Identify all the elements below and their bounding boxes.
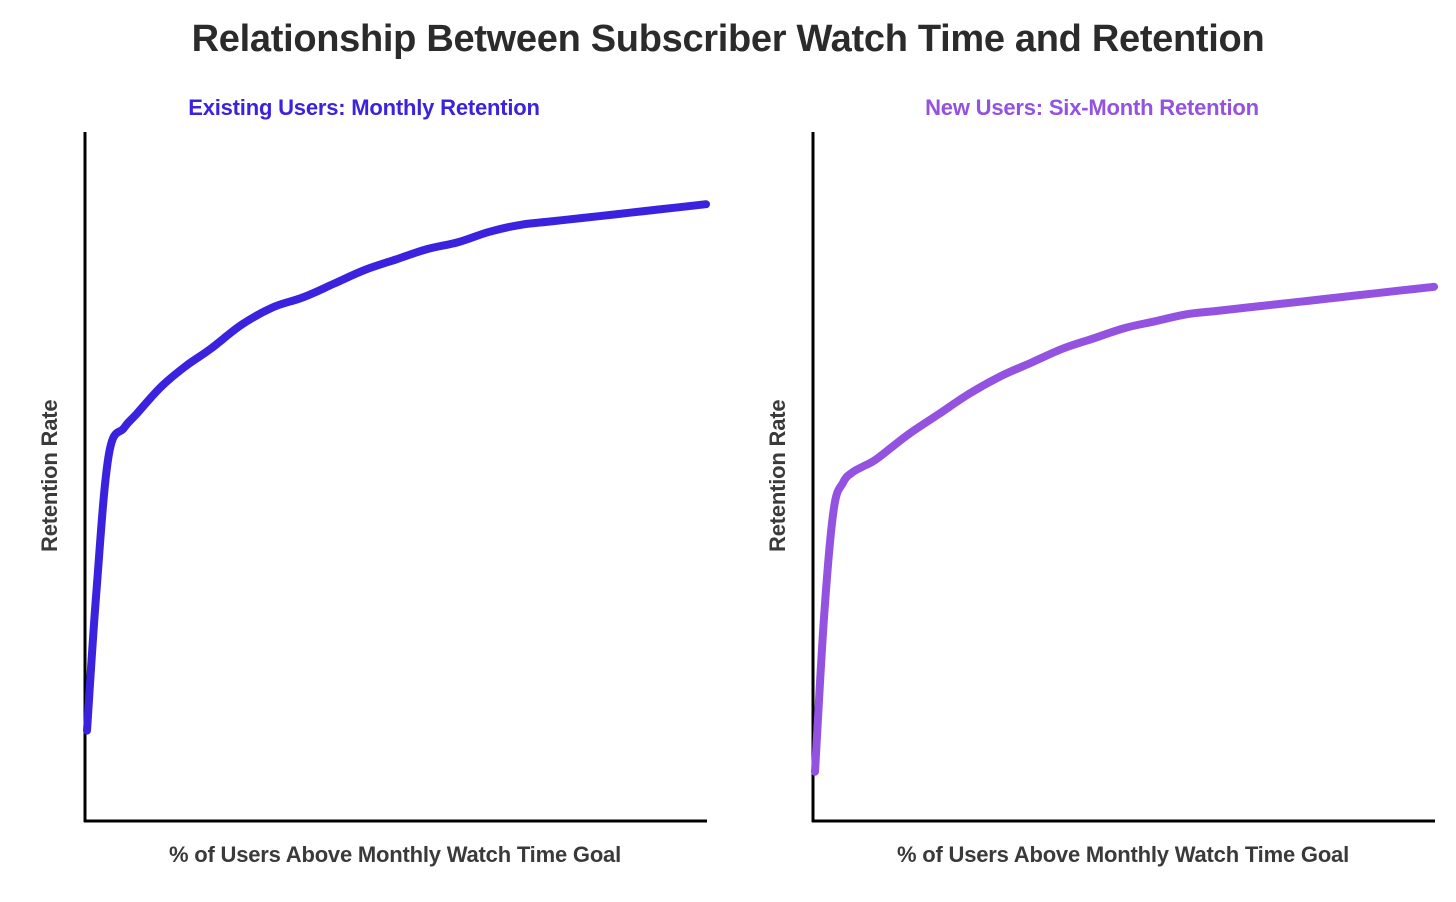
left-chart (83, 132, 710, 823)
right-chart-title: New Users: Six-Month Retention (925, 95, 1259, 120)
right-chart (811, 132, 1438, 823)
right-series-line (811, 282, 1438, 776)
chart-main-title: Relationship Between Subscriber Watch Ti… (191, 18, 1265, 60)
right-x-axis-label: % of Users Above Monthly Watch Time Goal (896, 842, 1350, 867)
left-series-line (83, 200, 710, 735)
left-chart-title: Existing Users: Monthly Retention (188, 95, 540, 120)
left-x-axis-label: % of Users Above Monthly Watch Time Goal (168, 842, 622, 867)
